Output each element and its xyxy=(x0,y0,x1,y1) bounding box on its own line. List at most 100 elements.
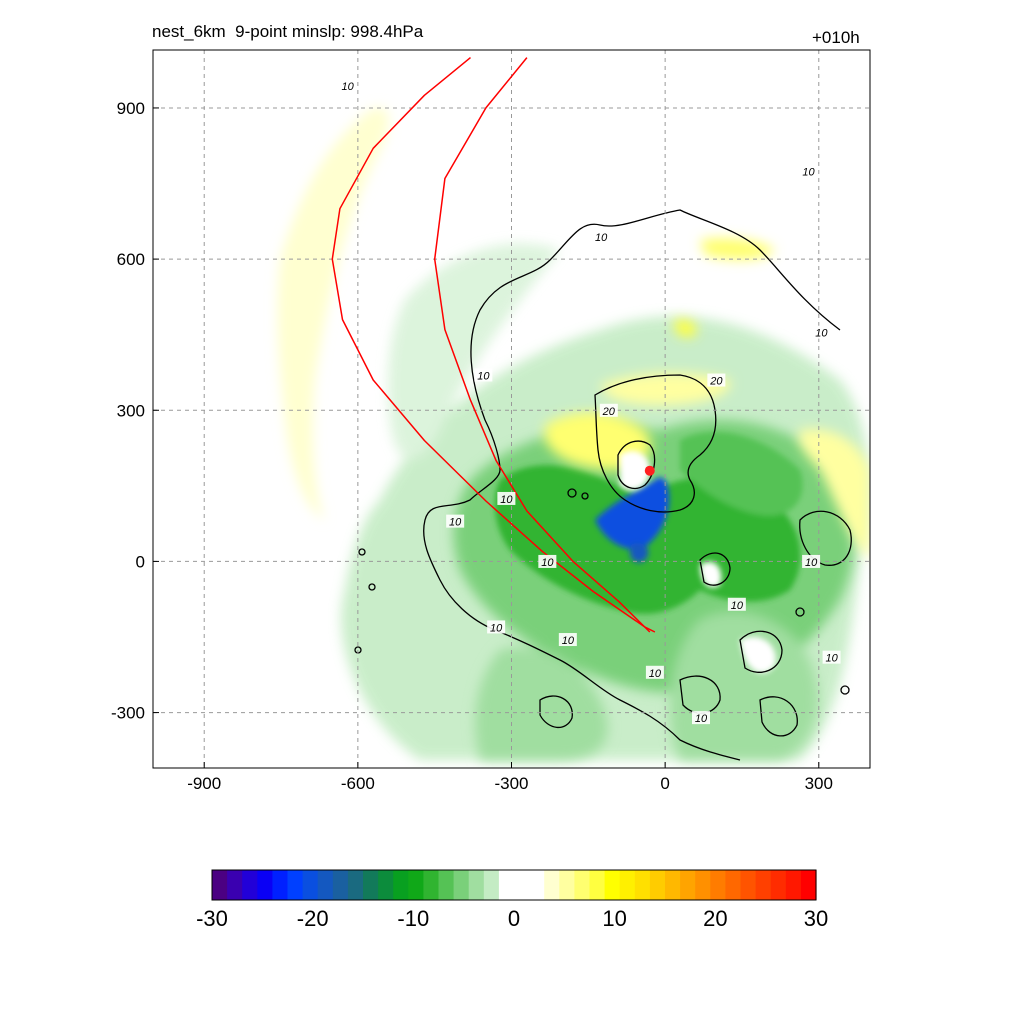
colorbar-swatch xyxy=(680,870,696,900)
colorbar-swatch xyxy=(740,870,757,900)
colorbar-tick-label: -30 xyxy=(196,906,228,931)
y-axis: -300 0 300 600 900 xyxy=(111,99,159,723)
contour-label: 20 xyxy=(602,406,616,418)
colorbar-swatch xyxy=(710,870,726,900)
contour-label-bg xyxy=(487,620,506,634)
colorbar-swatch xyxy=(378,870,394,900)
contour-lines xyxy=(354,209,852,761)
track-line xyxy=(433,57,651,633)
colorbar-swatch xyxy=(529,870,545,900)
contour-label-bg xyxy=(474,368,493,382)
colorbar-swatch xyxy=(498,870,515,900)
track-line xyxy=(331,57,656,633)
y-tick-label: 600 xyxy=(117,250,145,269)
contour-label: 10 xyxy=(477,371,490,383)
contour-label-bg xyxy=(558,633,577,647)
colorbar-swatch xyxy=(619,870,636,900)
colorbar-swatch xyxy=(559,870,575,900)
colorbar-swatch xyxy=(725,870,742,900)
contour-label-bg xyxy=(707,373,726,387)
contour-label-bg xyxy=(497,491,516,505)
y-tick-label: 900 xyxy=(117,99,145,118)
x-tick-label: -900 xyxy=(187,774,221,793)
colorbar-swatch xyxy=(695,870,711,900)
contour-label: 10 xyxy=(449,517,462,529)
contour-label: 10 xyxy=(815,328,828,340)
colorbar-swatch xyxy=(242,870,258,900)
colorbar-swatch xyxy=(544,870,560,900)
contour-label: 10 xyxy=(595,232,608,244)
storm-center-marker xyxy=(644,465,655,476)
y-tick-label: 300 xyxy=(117,401,145,420)
colorbar-swatch xyxy=(347,870,364,900)
colorbar-swatch xyxy=(634,870,651,900)
contour-label-bg xyxy=(592,229,611,243)
colorbar-swatch xyxy=(755,870,772,900)
x-tick-label: 0 xyxy=(660,774,669,793)
contour-label: 10 xyxy=(490,622,503,634)
storm-tracks xyxy=(331,57,656,633)
contour-label-bg xyxy=(802,554,821,568)
colorbar-swatch xyxy=(785,870,802,900)
colorbar-swatch xyxy=(770,870,787,900)
colorbar-swatch xyxy=(589,870,606,900)
colorbar-swatch xyxy=(574,870,591,900)
colorbar-swatch xyxy=(408,870,424,900)
forecast-hour-label: +010h xyxy=(812,28,860,47)
colorbar-swatch xyxy=(468,870,485,900)
colorbar-tick-label: 0 xyxy=(508,906,520,931)
colorbar-swatch xyxy=(800,870,817,900)
colorbar-frame xyxy=(211,869,817,901)
colorbar-swatch xyxy=(272,870,289,900)
colorbar: -30 -20 -10 0 10 20 30 xyxy=(196,869,828,931)
colorbar-swatch xyxy=(423,870,440,900)
contour-label: 10 xyxy=(805,557,818,569)
colorbar-swatch xyxy=(514,870,530,900)
chart-title: nest_6km 9-point minslp: 998.4hPa xyxy=(152,22,424,41)
colorbar-swatch xyxy=(332,870,349,900)
x-tick-label: -300 xyxy=(494,774,528,793)
colorbar-swatch xyxy=(665,870,681,900)
contour-label: 10 xyxy=(695,713,708,725)
contour-label: 10 xyxy=(562,635,575,647)
colorbar-swatch xyxy=(453,870,470,900)
x-tick-label: -600 xyxy=(341,774,375,793)
contour-label-bg xyxy=(812,325,831,339)
colorbar-swatch xyxy=(302,870,319,900)
contour-label: 20 xyxy=(709,376,723,388)
colorbar-swatch xyxy=(604,870,621,900)
contour-label-bg xyxy=(645,665,664,679)
contour-label-bg xyxy=(691,711,710,725)
contour-label-bg xyxy=(538,554,557,568)
contour-label-bg xyxy=(446,514,465,528)
contour-label: 10 xyxy=(731,600,744,612)
contour-label-bg xyxy=(822,650,841,664)
precip-field xyxy=(277,107,870,760)
contour-label-bg xyxy=(799,164,818,178)
y-tick-label: -300 xyxy=(111,704,145,723)
colorbar-tick-label: -10 xyxy=(397,906,429,931)
colorbar-swatch xyxy=(212,870,228,900)
contour-label-bg xyxy=(727,597,746,611)
colorbar-swatch xyxy=(363,870,379,900)
colorbar-tick-label: 10 xyxy=(602,906,626,931)
colorbar-swatch xyxy=(393,870,409,900)
storm-center xyxy=(644,465,655,476)
contour-label: 10 xyxy=(541,557,554,569)
contour-label: 10 xyxy=(802,166,815,178)
contour-label-bg xyxy=(599,403,618,417)
contour-label-bg xyxy=(338,78,357,92)
colorbar-swatch xyxy=(287,870,304,900)
colorbar-swatch xyxy=(649,870,666,900)
colorbar-swatch xyxy=(257,870,273,900)
colorbar-tick-label: 20 xyxy=(703,906,727,931)
contour-label: 10 xyxy=(649,668,662,680)
colorbar-tick-label: -20 xyxy=(297,906,329,931)
x-axis: -900 -600 -300 0 300 xyxy=(187,762,833,793)
contour-labels: 10 10 10 10 10 20 20 10 10 10 10 10 10 10 10 10 10 xyxy=(338,78,841,725)
colorbar-swatch xyxy=(438,870,455,900)
contour-label: 10 xyxy=(825,653,838,665)
colorbar-swatch xyxy=(483,870,500,900)
contour-label: 10 xyxy=(500,494,513,506)
